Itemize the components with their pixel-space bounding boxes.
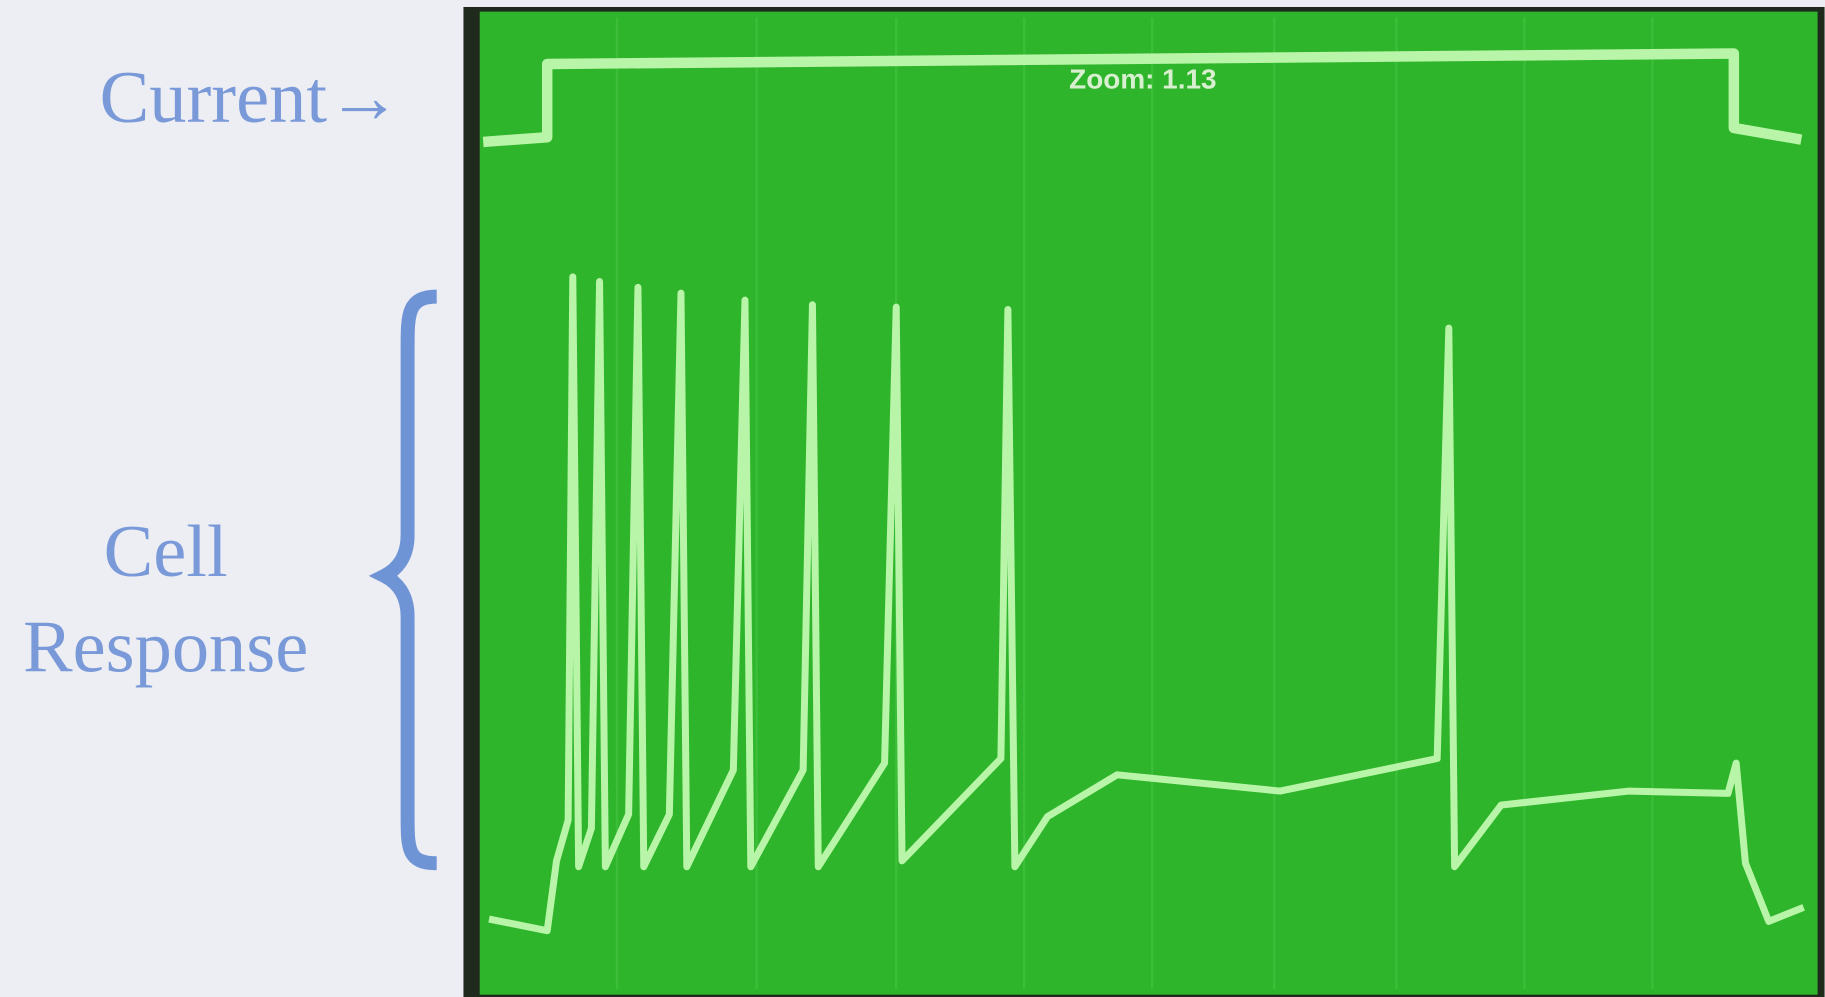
zoom-label: Zoom: 1.13 bbox=[1069, 63, 1216, 94]
slide: Zoom: 1.13 Current→ Cell Response bbox=[0, 0, 1825, 997]
current-label: Current→ bbox=[100, 57, 402, 139]
page: Zoom: 1.13 Current→ Cell Response (() =>… bbox=[0, 0, 1825, 997]
cell-label: Cell bbox=[104, 511, 228, 593]
response-label: Response bbox=[23, 606, 308, 688]
